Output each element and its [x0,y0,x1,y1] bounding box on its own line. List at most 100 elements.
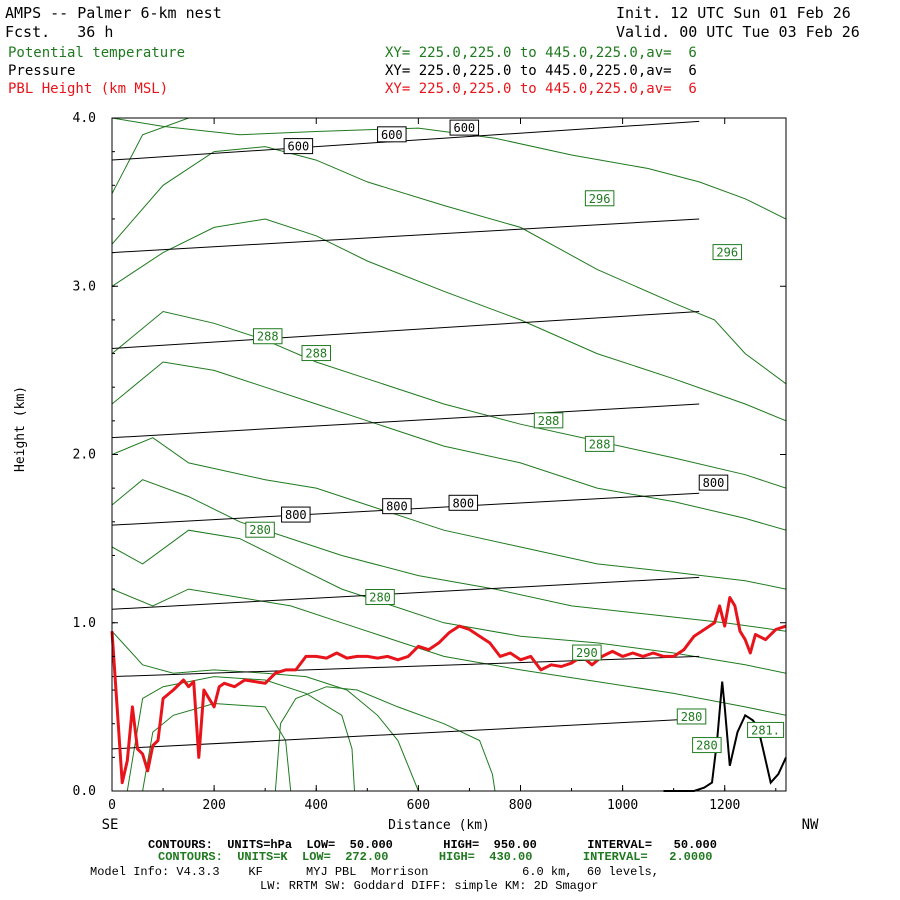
contour-label: 800 [281,506,311,523]
contour-label: 800 [382,498,412,515]
theta-contour-line [112,218,786,422]
contour-label-text: 288 [538,414,560,428]
contour-label: 280 [365,589,395,606]
plot-frame [111,117,787,792]
contour-label: 280 [692,737,722,754]
contour-label: 600 [449,119,480,136]
contour-label-box [377,126,407,143]
contour-label-box [365,589,395,606]
axes: 0 200 400 600 800 1000 1200 0.0 1.0 2.0 3.0 4.0 Dist… [73,111,819,833]
x-axis-right-end-label: NW [802,817,819,833]
contour-label-box [245,521,275,538]
contour-label-box [448,494,479,511]
theta-contour-line [112,310,786,489]
pressure-contour-line [112,576,700,610]
contour-label: 280 [676,708,707,725]
pbl-height-series [110,596,787,785]
contour-label-box [584,435,615,452]
x-axis-left-end-label: SE [102,817,119,833]
contour-label-box [712,244,743,261]
contour-label: 280 [245,521,275,538]
contour-label-box [584,190,615,207]
x-tick-label: 1200 [709,798,740,813]
field-xy-pbl: XY= 225.0,225.0 to 445.0,225.0,av= 6 [385,81,697,97]
contour-label-text: 290 [576,646,598,660]
footer-theta-contours: CONTOURS: UNITS=K LOW= 272.00 HIGH= 430.… [158,850,713,864]
contour-label-box [281,506,311,523]
contour-label-text: 280 [369,591,391,605]
y-tick-label: 4.0 [73,111,96,126]
forecast-hour: Fcst. 36 h [5,23,114,41]
figure-title: AMPS -- Palmer 6-km nest [5,4,222,22]
contour-label-text: 296 [716,246,738,260]
terrain-profile [663,681,787,792]
contour-label-text: 288 [589,437,611,451]
contour-label-text: 280 [249,523,271,537]
x-tick-label: 1000 [607,798,638,813]
x-tick-label: 400 [305,798,328,813]
contour-label-text: 280 [681,710,703,724]
contour-label-box [449,119,480,136]
footer-pressure-contours: CONTOURS: UNITS=hPa LOW= 50.000 HIGH= 95… [148,838,717,852]
contour-label: 288 [584,435,615,452]
theta-contour-line [142,702,292,791]
contour-label-box [747,721,785,738]
field-name-theta: Potential temperature [8,45,186,61]
footer-model-info: Model Info: V4.3.3 KF MYJ PBL Morrison 6… [90,865,659,879]
contour-label-box [382,498,412,515]
contour-label-box [301,345,331,362]
terrain-line [663,681,787,792]
x-axis-label: Distance (km) [388,818,490,833]
contour-label: 600 [283,138,314,155]
contour-label-box [283,138,314,155]
contour-label: 288 [252,328,283,345]
field-name-pbl: PBL Height (km MSL) [8,81,169,97]
contour-label-text: 288 [305,347,327,361]
contour-label-text: 600 [288,140,310,154]
contour-label-text: 600 [381,128,403,142]
theta-contours [112,118,786,791]
contour-label-text: 281. [751,723,780,737]
theta-contour-line [112,118,189,194]
theta-contour-line [112,529,786,674]
theta-contour-line [112,118,786,220]
x-tick-label: 200 [202,798,225,813]
contour-label-text: 280 [696,739,718,753]
contour-labels: 600 600 600 800 800 800 800 296 296 288 288 288 288 2… [245,119,785,754]
contour-label: 800 [698,474,729,491]
contour-label-box [252,328,283,345]
x-tick-label: 600 [407,798,430,813]
pressure-contour-line [112,310,700,350]
theta-contour-line [112,479,786,632]
pressure-contours [112,120,700,750]
valid-time: Valid. 00 UTC Tue 03 Feb 26 [616,23,860,41]
y-tick-label: 3.0 [73,279,96,294]
pressure-contour-line [112,655,700,678]
theta-contour-line [112,588,786,716]
contour-label-box [692,737,722,754]
pressure-contour-line [112,718,700,750]
pbl-height-line [110,596,787,785]
y-tick-label: 2.0 [73,448,96,463]
contour-label: 288 [533,412,564,429]
y-axis-label: Height (km) [13,385,28,472]
contour-label: 288 [301,345,331,362]
contour-label-box [572,644,602,661]
theta-contour-line [112,630,419,791]
x-tick-label: 0 [108,798,116,813]
contour-label: 290 [572,644,602,661]
pressure-contour-line [112,218,700,254]
field-xy-theta: XY= 225.0,225.0 to 445.0,225.0,av= 6 [385,45,697,61]
contour-label-box [533,412,564,429]
contour-label-text: 800 [386,500,408,514]
theta-contour-line [126,676,355,791]
contour-label-box [676,708,707,725]
theta-contour-line [274,686,496,791]
contour-label-text: 296 [589,192,611,206]
contour-label: 600 [377,126,407,143]
y-tick-label: 1.0 [73,616,96,631]
contour-label-text: 800 [452,496,474,510]
contour-label: 296 [584,190,615,207]
init-time: Init. 12 UTC Sun 01 Feb 26 [616,4,851,22]
